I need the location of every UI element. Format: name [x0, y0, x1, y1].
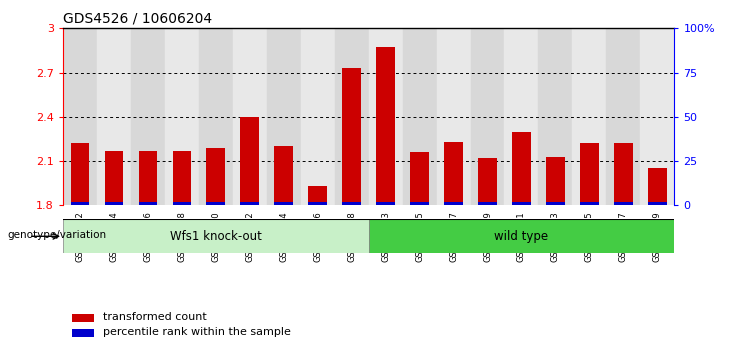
Bar — [72, 314, 93, 321]
Bar — [614, 143, 633, 205]
Bar — [70, 143, 90, 205]
Bar — [240, 202, 259, 205]
Bar — [402, 28, 436, 205]
Bar — [648, 202, 667, 205]
Bar — [173, 202, 191, 205]
Bar — [274, 202, 293, 205]
Bar — [436, 28, 471, 205]
Bar — [342, 202, 361, 205]
Bar — [512, 132, 531, 205]
Bar — [63, 28, 97, 205]
Bar — [165, 28, 199, 205]
Bar — [173, 151, 191, 205]
Bar — [207, 202, 225, 205]
Bar — [308, 202, 327, 205]
Text: Wfs1 knock-out: Wfs1 knock-out — [170, 230, 262, 243]
Bar — [572, 28, 606, 205]
Bar — [539, 28, 572, 205]
Bar — [411, 202, 429, 205]
Bar — [207, 148, 225, 205]
Bar — [471, 28, 505, 205]
Bar — [478, 202, 497, 205]
Bar — [335, 28, 368, 205]
Bar — [411, 152, 429, 205]
Bar — [267, 28, 301, 205]
Bar — [606, 28, 640, 205]
Bar — [104, 202, 123, 205]
Bar — [368, 219, 674, 253]
Bar — [131, 28, 165, 205]
Bar — [505, 28, 539, 205]
Bar — [376, 202, 395, 205]
Bar — [648, 169, 667, 205]
Bar — [104, 151, 123, 205]
Bar — [444, 142, 463, 205]
Text: percentile rank within the sample: percentile rank within the sample — [103, 327, 290, 337]
Bar — [97, 28, 131, 205]
Bar — [139, 151, 157, 205]
Bar — [342, 68, 361, 205]
Bar — [478, 158, 497, 205]
Bar — [233, 28, 267, 205]
Bar — [199, 28, 233, 205]
Bar — [512, 202, 531, 205]
Bar — [546, 156, 565, 205]
Bar — [240, 117, 259, 205]
Bar — [376, 47, 395, 205]
Bar — [444, 202, 463, 205]
Bar — [614, 202, 633, 205]
Bar — [139, 202, 157, 205]
Bar — [70, 202, 90, 205]
Bar — [368, 28, 402, 205]
Bar — [580, 202, 599, 205]
Bar — [580, 143, 599, 205]
Bar — [308, 186, 327, 205]
Bar — [274, 146, 293, 205]
Bar — [63, 219, 368, 253]
Bar — [546, 202, 565, 205]
Text: transformed count: transformed count — [103, 313, 207, 322]
Bar — [72, 329, 93, 337]
Text: wild type: wild type — [494, 230, 548, 243]
Bar — [640, 28, 674, 205]
Bar — [301, 28, 335, 205]
Text: genotype/variation: genotype/variation — [7, 230, 107, 240]
Text: GDS4526 / 10606204: GDS4526 / 10606204 — [63, 12, 212, 26]
